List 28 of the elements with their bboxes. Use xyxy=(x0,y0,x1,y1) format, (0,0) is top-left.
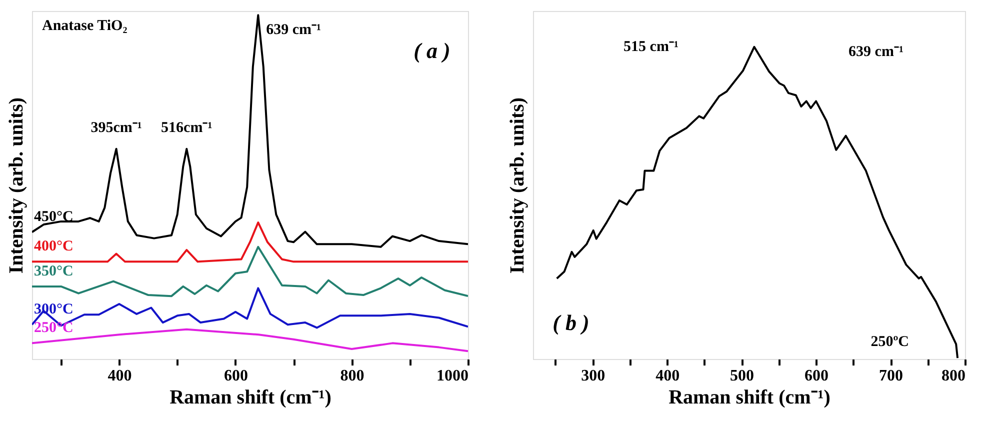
y-axis-title: Intensity (arb. units) xyxy=(6,97,28,274)
x-tick-label: 800 xyxy=(340,368,364,384)
x-axis-title: Raman shift (cm⁻¹) xyxy=(668,386,830,408)
x-tick-label: 300 xyxy=(581,368,606,384)
series-label: 300°C xyxy=(34,302,74,318)
series-label: 350°C xyxy=(34,263,74,280)
x-tick-label: 1000 xyxy=(436,368,468,384)
x-tick-label: 800 xyxy=(942,368,966,384)
annotation: 395cm⁻¹ xyxy=(90,120,142,136)
y-axis-title: Intensity (arb. units) xyxy=(506,97,528,274)
x-axis-title: Raman shift (cm⁻¹) xyxy=(170,386,332,408)
annotation: 639 cm⁻¹ xyxy=(848,44,904,60)
annotation: ( a ) xyxy=(414,38,450,63)
x-tick-label: 700 xyxy=(879,368,904,384)
x-tick-label: 400 xyxy=(656,368,680,384)
x-tick-label: 600 xyxy=(224,368,248,384)
annotation: 639 cm⁻¹ xyxy=(266,22,322,38)
annotation: ( b ) xyxy=(552,310,590,335)
x-tick-label: 600 xyxy=(804,368,829,384)
annotation: 250ºC xyxy=(870,334,909,350)
annotation: Anatase TiO₂ xyxy=(42,18,128,34)
x-tick-label: 400 xyxy=(108,368,132,384)
series-label: 450°C xyxy=(34,209,74,226)
series-label: 400°C xyxy=(34,238,74,255)
series-label: 250°C xyxy=(34,320,74,336)
annotation: 515 cm⁻¹ xyxy=(624,39,678,55)
annotation: 516cm⁻¹ xyxy=(161,120,212,136)
x-tick-label: 500 xyxy=(730,368,754,384)
